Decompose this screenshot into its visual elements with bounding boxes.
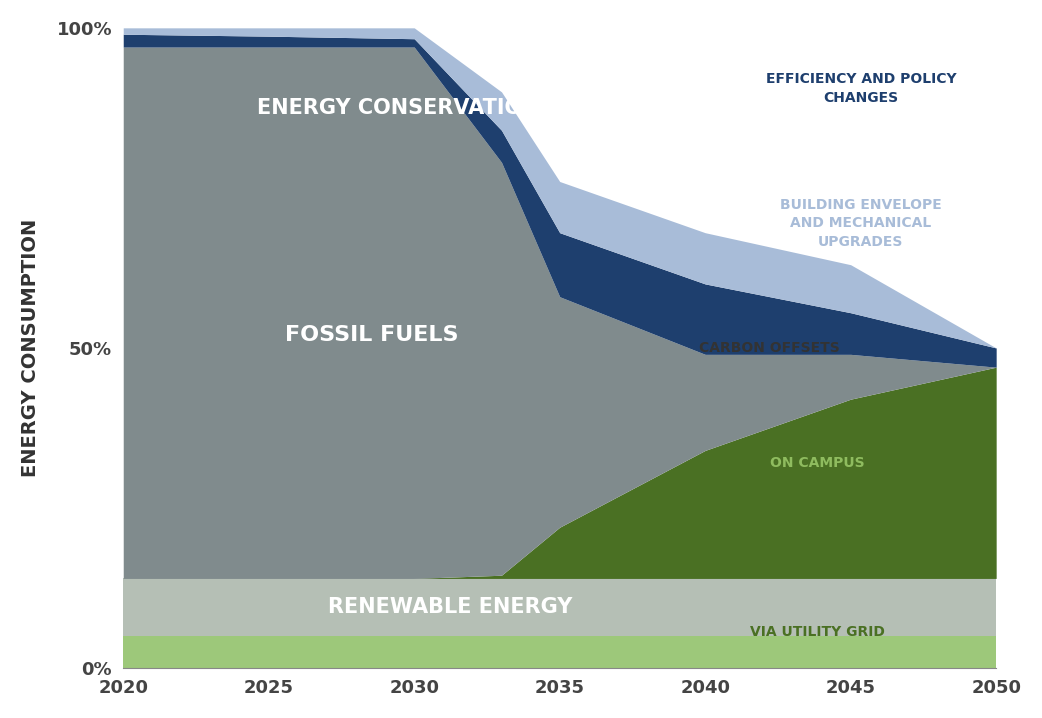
Text: VIA UTILITY GRID: VIA UTILITY GRID xyxy=(750,625,885,638)
Text: FOSSIL FUELS: FOSSIL FUELS xyxy=(286,325,458,345)
Text: CARBON OFFSETS: CARBON OFFSETS xyxy=(699,341,840,355)
Text: ON CAMPUS: ON CAMPUS xyxy=(770,456,865,470)
Text: EFFICIENCY AND POLICY
CHANGES: EFFICIENCY AND POLICY CHANGES xyxy=(766,73,957,105)
Y-axis label: ENERGY CONSUMPTION: ENERGY CONSUMPTION xyxy=(21,219,40,477)
Text: ENERGY CONSERVATION: ENERGY CONSERVATION xyxy=(257,98,540,118)
Text: BUILDING ENVELOPE
AND MECHANICAL
UPGRADES: BUILDING ENVELOPE AND MECHANICAL UPGRADE… xyxy=(780,197,942,248)
Text: RENEWABLE ENERGY: RENEWABLE ENERGY xyxy=(328,597,573,617)
